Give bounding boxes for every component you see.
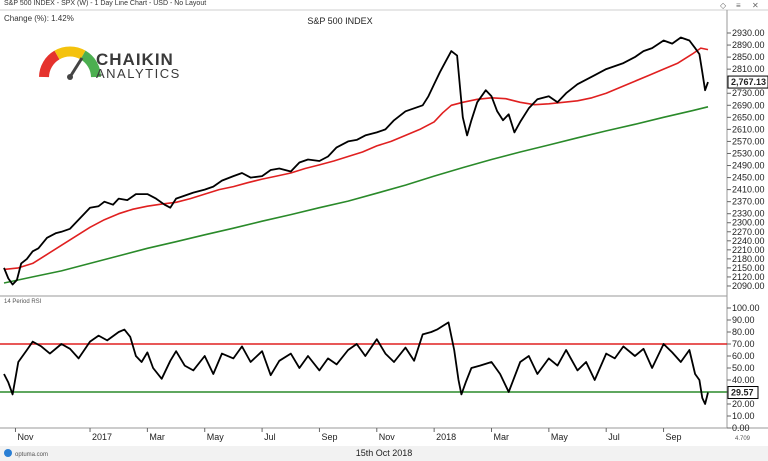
status-bar — [0, 446, 768, 461]
change-label: Change (%): 1.42% — [4, 14, 74, 23]
x-axis-tick-label: Nov — [379, 432, 396, 442]
x-axis-tick-label: Jul — [264, 432, 276, 442]
rsi-line — [3, 321, 709, 405]
x-axis-tick-label: Mar — [493, 432, 509, 442]
price-last-value-label: 2,767.13 — [731, 77, 766, 87]
rsi-axis-tick-label: 50.00 — [732, 363, 755, 373]
x-axis-tick-label: May — [207, 432, 225, 442]
price-axis-tick-label: 2930.00 — [732, 28, 765, 38]
price-last-value-badge — [727, 75, 768, 89]
rsi-axis-tick-label: 10.00 — [732, 411, 755, 421]
rsi-pane-label: 14 Period RSI — [4, 299, 42, 305]
price-axis-tick-label: 2690.00 — [732, 100, 765, 110]
footer-brand: optuma.com — [15, 452, 48, 458]
moving-average-green-line — [3, 106, 709, 284]
price-axis-tick-label: 2120.00 — [732, 272, 765, 282]
x-axis-tick-label: May — [551, 432, 569, 442]
price-axis-tick-label: 2730.00 — [732, 88, 765, 98]
logo-text-chaikin: CHAIKIN — [96, 50, 174, 69]
price-axis-tick-label: 2570.00 — [732, 136, 765, 146]
chart-subtitle: S&P 500 INDEX - SPX (W) - 1 Day Line Cha… — [4, 0, 207, 7]
price-axis-tick-label: 2490.00 — [732, 161, 765, 171]
price-axis-tick-label: 2150.00 — [732, 263, 765, 273]
x-axis-tick-label: 2018 — [436, 432, 456, 442]
chart-title: S&P 500 INDEX — [307, 16, 372, 26]
x-axis-tick-label: 2017 — [92, 432, 112, 442]
price-axis-tick-label: 2090.00 — [732, 281, 765, 291]
rsi-axis-tick-label: 40.00 — [732, 375, 755, 385]
price-axis-tick-label: 2270.00 — [732, 227, 765, 237]
rsi-axis-tick-label: 0.00 — [732, 423, 750, 433]
x-axis-tick-label: Jul — [608, 432, 620, 442]
price-pane: 2930.00 2890.00 2850.00 2810.00 2730.00 2690.… — [3, 28, 768, 291]
price-axis-tick-label: 2330.00 — [732, 209, 765, 219]
price-axis-tick-label: 2530.00 — [732, 148, 765, 158]
rsi-axis-tick-label: 100.00 — [732, 303, 760, 313]
x-axis-tick-label: Nov — [17, 432, 34, 442]
rsi-axis-tick-label: 60.00 — [732, 351, 755, 361]
rsi-pane: 100.0090.0080.0070.0060.0050.0040.0030.0… — [0, 303, 760, 433]
rsi-axis-tick-label: 20.00 — [732, 399, 755, 409]
logo-text-analytics: ANALYTICS — [96, 66, 181, 81]
pin-icon[interactable]: ◇ — [720, 1, 727, 10]
price-axis-tick-label: 2210.00 — [732, 245, 765, 255]
rsi-axis-tick-label: 90.00 — [732, 315, 755, 325]
x-axis-tick-label: Sep — [666, 432, 682, 442]
close-icon[interactable]: ✕ — [752, 1, 759, 10]
footer-date: 15th Oct 2018 — [356, 448, 413, 458]
price-axis-tick-label: 2240.00 — [732, 236, 765, 246]
rsi-axis-tick-label: 80.00 — [732, 327, 755, 337]
moving-average-red-line — [3, 47, 709, 271]
price-axis-tick-label: 2450.00 — [732, 173, 765, 183]
price-axis-tick-label: 2410.00 — [732, 185, 765, 195]
rsi-last-value-badge — [727, 386, 759, 400]
chaikin-logo-gauge-icon — [39, 46, 101, 80]
x-axis-tick-label: Sep — [321, 432, 337, 442]
x-axis-tick-label: Mar — [149, 432, 165, 442]
price-axis-tick-label: 2370.00 — [732, 197, 765, 207]
version-label: 4.709 — [735, 436, 751, 442]
price-axis-tick-label: 2300.00 — [732, 218, 765, 228]
optuma-logo-icon — [4, 449, 12, 457]
price-axis-tick-label: 2610.00 — [732, 124, 765, 134]
price-line — [3, 36, 709, 286]
price-axis-tick-label: 2850.00 — [732, 52, 765, 62]
price-axis-tick-label: 2890.00 — [732, 40, 765, 50]
price-axis-tick-label: 2650.00 — [732, 112, 765, 122]
rsi-last-value-label: 29.57 — [731, 388, 754, 398]
x-axis: Nov 2017 Mar May Jul Sep Nov 2018 Mar May Jul Sep — [14, 428, 682, 442]
price-axis-tick-label: 2810.00 — [732, 64, 765, 74]
rsi-axis-tick-label: 70.00 — [732, 339, 755, 349]
price-axis-tick-label: 2180.00 — [732, 254, 765, 264]
menu-icon[interactable]: ≡ — [736, 1, 741, 10]
